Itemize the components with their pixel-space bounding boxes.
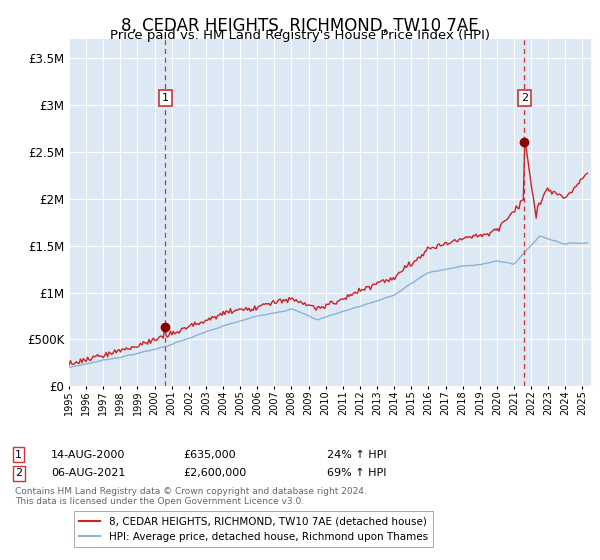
Text: Price paid vs. HM Land Registry's House Price Index (HPI): Price paid vs. HM Land Registry's House … [110,29,490,42]
Text: 14-AUG-2000: 14-AUG-2000 [51,450,125,460]
Text: 2: 2 [521,93,528,103]
Text: Contains HM Land Registry data © Crown copyright and database right 2024.: Contains HM Land Registry data © Crown c… [15,487,367,496]
Legend: 8, CEDAR HEIGHTS, RICHMOND, TW10 7AE (detached house), HPI: Average price, detac: 8, CEDAR HEIGHTS, RICHMOND, TW10 7AE (de… [74,511,433,547]
Text: 1: 1 [15,450,22,460]
Text: £635,000: £635,000 [183,450,236,460]
Text: £2,600,000: £2,600,000 [183,468,246,478]
Text: 2: 2 [15,468,22,478]
Text: 69% ↑ HPI: 69% ↑ HPI [327,468,386,478]
Text: This data is licensed under the Open Government Licence v3.0.: This data is licensed under the Open Gov… [15,497,304,506]
Text: 06-AUG-2021: 06-AUG-2021 [51,468,125,478]
Text: 24% ↑ HPI: 24% ↑ HPI [327,450,386,460]
Text: 8, CEDAR HEIGHTS, RICHMOND, TW10 7AE: 8, CEDAR HEIGHTS, RICHMOND, TW10 7AE [121,17,479,35]
Text: 1: 1 [161,93,169,103]
